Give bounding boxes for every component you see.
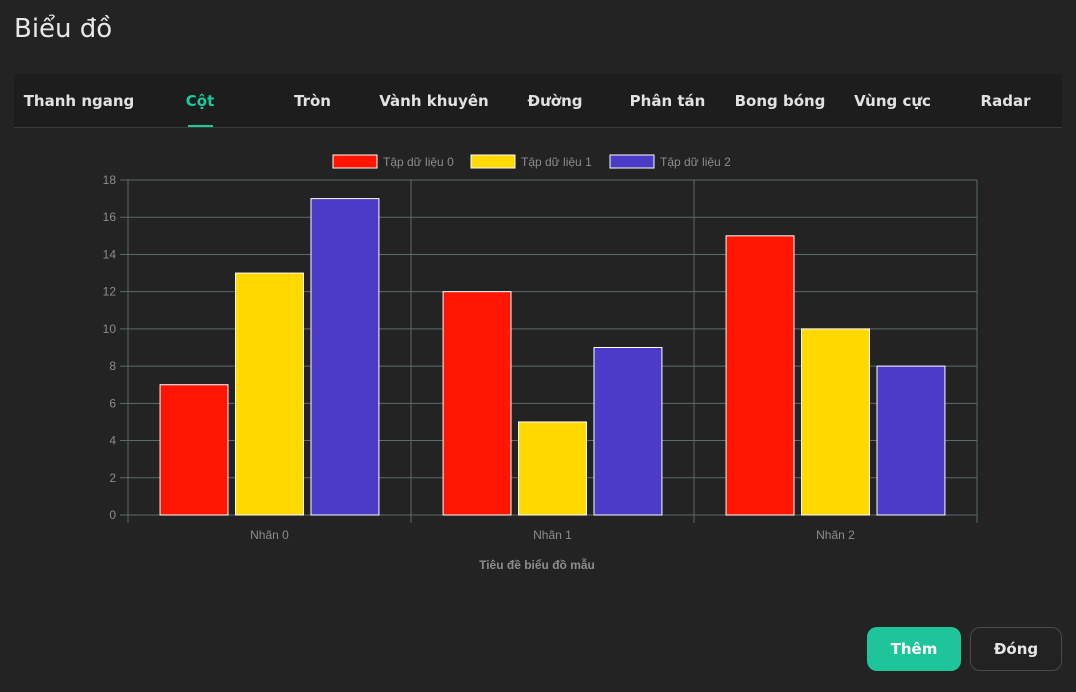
dialog-title: Biểu đồ (14, 14, 113, 44)
y-tick-label: 18 (103, 173, 117, 187)
legend-label-0: Tập dữ liệu 0 (383, 155, 454, 169)
y-tick-label: 10 (103, 322, 117, 336)
legend-swatch-1[interactable] (470, 154, 516, 169)
bar-1-2[interactable] (801, 328, 870, 516)
bar-chart: 0 2 4 6 8 10 12 14 16 18 Nhãn 0 Nhãn 1 Nhãn 2 Tập dữ … (103, 154, 978, 572)
y-tick-label: 8 (109, 359, 116, 373)
tab-doughnut[interactable]: Vành khuyên (379, 91, 489, 110)
bar-2-2[interactable] (876, 365, 946, 516)
tab-line[interactable]: Đường (527, 91, 583, 110)
y-tick-label: 0 (109, 508, 116, 522)
legend-swatch-0[interactable] (332, 154, 378, 169)
tab-polar-area[interactable]: Vùng cực (854, 91, 931, 110)
bar-0-2[interactable] (725, 235, 795, 516)
y-tick-label: 12 (103, 285, 117, 299)
y-tick-label: 14 (103, 247, 117, 261)
x-tick-label: Nhãn 1 (533, 528, 572, 542)
chart-type-tabbar: Thanh ngang Cột Tròn Vành khuyên Đường P… (14, 74, 1062, 128)
active-tab-underline (188, 125, 213, 127)
bar-0-0[interactable] (159, 384, 229, 516)
y-tick-label: 2 (109, 471, 116, 485)
y-tick-label: 4 (109, 434, 116, 448)
chart-area: 0 2 4 6 8 10 12 14 16 18 Nhãn 0 Nhãn 1 Nhãn 2 Tập dữ … (0, 140, 1076, 590)
y-tick-label: 6 (109, 396, 116, 410)
legend-label-1: Tập dữ liệu 1 (521, 155, 592, 169)
bar-2-0[interactable] (310, 198, 380, 516)
bar-0-1[interactable] (442, 291, 512, 516)
bar-2-1[interactable] (593, 347, 663, 516)
bar-1-0[interactable] (235, 272, 304, 516)
legend-label-2: Tập dữ liệu 2 (660, 155, 731, 169)
tab-pie[interactable]: Tròn (294, 91, 331, 110)
chart-title: Tiêu đề biểu đồ mẫu (479, 557, 595, 572)
x-tick-label: Nhãn 0 (250, 528, 289, 542)
close-button[interactable]: Đóng (970, 627, 1062, 671)
tab-horizontal-bar[interactable]: Thanh ngang (23, 91, 135, 110)
x-tick-label: Nhãn 2 (816, 528, 855, 542)
legend-swatch-2[interactable] (609, 154, 655, 169)
bar-1-1[interactable] (518, 421, 587, 516)
tab-bubble[interactable]: Bong bóng (734, 91, 826, 110)
add-button[interactable]: Thêm (867, 627, 961, 671)
tab-column[interactable]: Cột (185, 91, 215, 110)
tab-scatter[interactable]: Phân tán (629, 91, 706, 110)
y-tick-label: 16 (103, 210, 117, 224)
tab-radar[interactable]: Radar (980, 91, 1031, 110)
